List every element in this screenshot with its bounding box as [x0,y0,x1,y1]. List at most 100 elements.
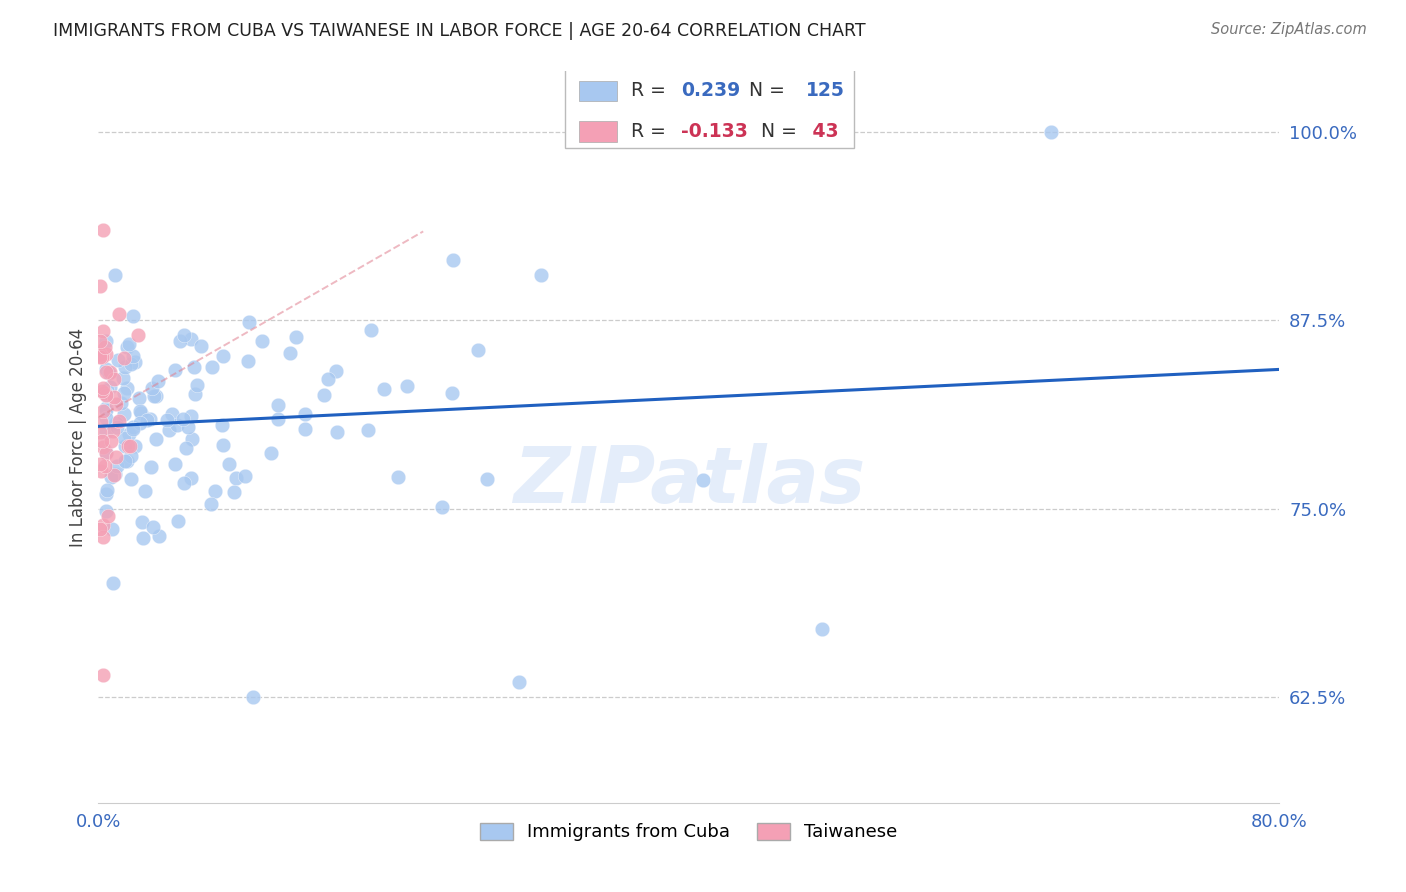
Point [108,307,131,321]
Point [97,509,120,524]
Point [121,422,143,436]
Point [190,339,212,353]
Point [94,347,117,361]
Point [238,315,260,329]
Point [112,407,135,421]
FancyBboxPatch shape [579,121,617,142]
Point [96,388,118,402]
Point [101,522,124,536]
Point [103,576,125,591]
Point [91,530,114,544]
Y-axis label: In Labor Force | Age 20-64: In Labor Force | Age 20-64 [69,327,87,547]
Point [146,374,169,388]
Point [96,384,118,398]
Point [387,470,409,484]
Point [183,359,205,374]
Point [89,425,111,439]
Point [236,353,259,368]
Point [98,366,121,380]
Point [134,483,156,498]
Point [266,398,288,412]
Point [201,359,224,374]
Point [250,334,273,348]
Point [218,457,240,471]
Point [105,417,128,431]
Point [107,353,129,368]
FancyBboxPatch shape [579,80,617,101]
Point [89,457,111,471]
Point [122,310,145,324]
Point [325,364,347,378]
Point [120,439,142,453]
Point [111,371,134,385]
Point [112,351,135,365]
Point [441,252,464,267]
Point [103,467,125,482]
Point [127,328,149,343]
Point [124,439,146,453]
Point [145,389,167,403]
Point [104,397,127,411]
Point [157,423,180,437]
Point [172,411,194,425]
Point [94,446,117,460]
Point [94,444,117,458]
Point [91,404,114,418]
Point [267,411,290,425]
Point [163,457,186,471]
Point [94,387,117,401]
Point [430,500,453,515]
Point [166,515,188,529]
Text: -0.133: -0.133 [681,122,748,141]
Point [94,402,117,417]
Point [121,357,143,371]
Point [94,487,117,501]
Point [120,449,142,463]
Point [176,442,198,456]
Point [118,426,141,441]
Point [139,412,162,426]
Point [103,390,125,404]
Point [117,439,139,453]
Point [91,350,114,364]
Point [129,404,152,418]
Point [212,349,235,363]
Point [90,415,112,429]
Point [142,389,165,403]
Point [91,667,114,681]
Point [166,417,188,432]
Point [132,531,155,545]
Point [115,454,138,468]
Point [325,425,347,440]
FancyBboxPatch shape [565,64,855,148]
Point [294,407,316,421]
Point [114,360,136,375]
Point [101,425,124,439]
Point [105,458,128,473]
Point [242,690,264,705]
Point [96,361,118,376]
Point [93,517,115,532]
Point [96,401,118,416]
Point [141,520,163,534]
Point [316,372,339,386]
Point [94,386,117,401]
Point [177,420,200,434]
Point [128,416,150,430]
Point [475,472,498,486]
Point [91,440,114,454]
Point [131,515,153,529]
Point [94,365,117,379]
Point [373,382,395,396]
Point [169,334,191,349]
Point [810,623,832,637]
Point [211,438,233,452]
Text: ZIPatlas: ZIPatlas [513,443,865,519]
Point [357,424,380,438]
Point [128,392,150,406]
Point [118,337,141,351]
Point [139,460,162,475]
Point [94,459,117,474]
Point [204,483,226,498]
Point [94,410,117,425]
